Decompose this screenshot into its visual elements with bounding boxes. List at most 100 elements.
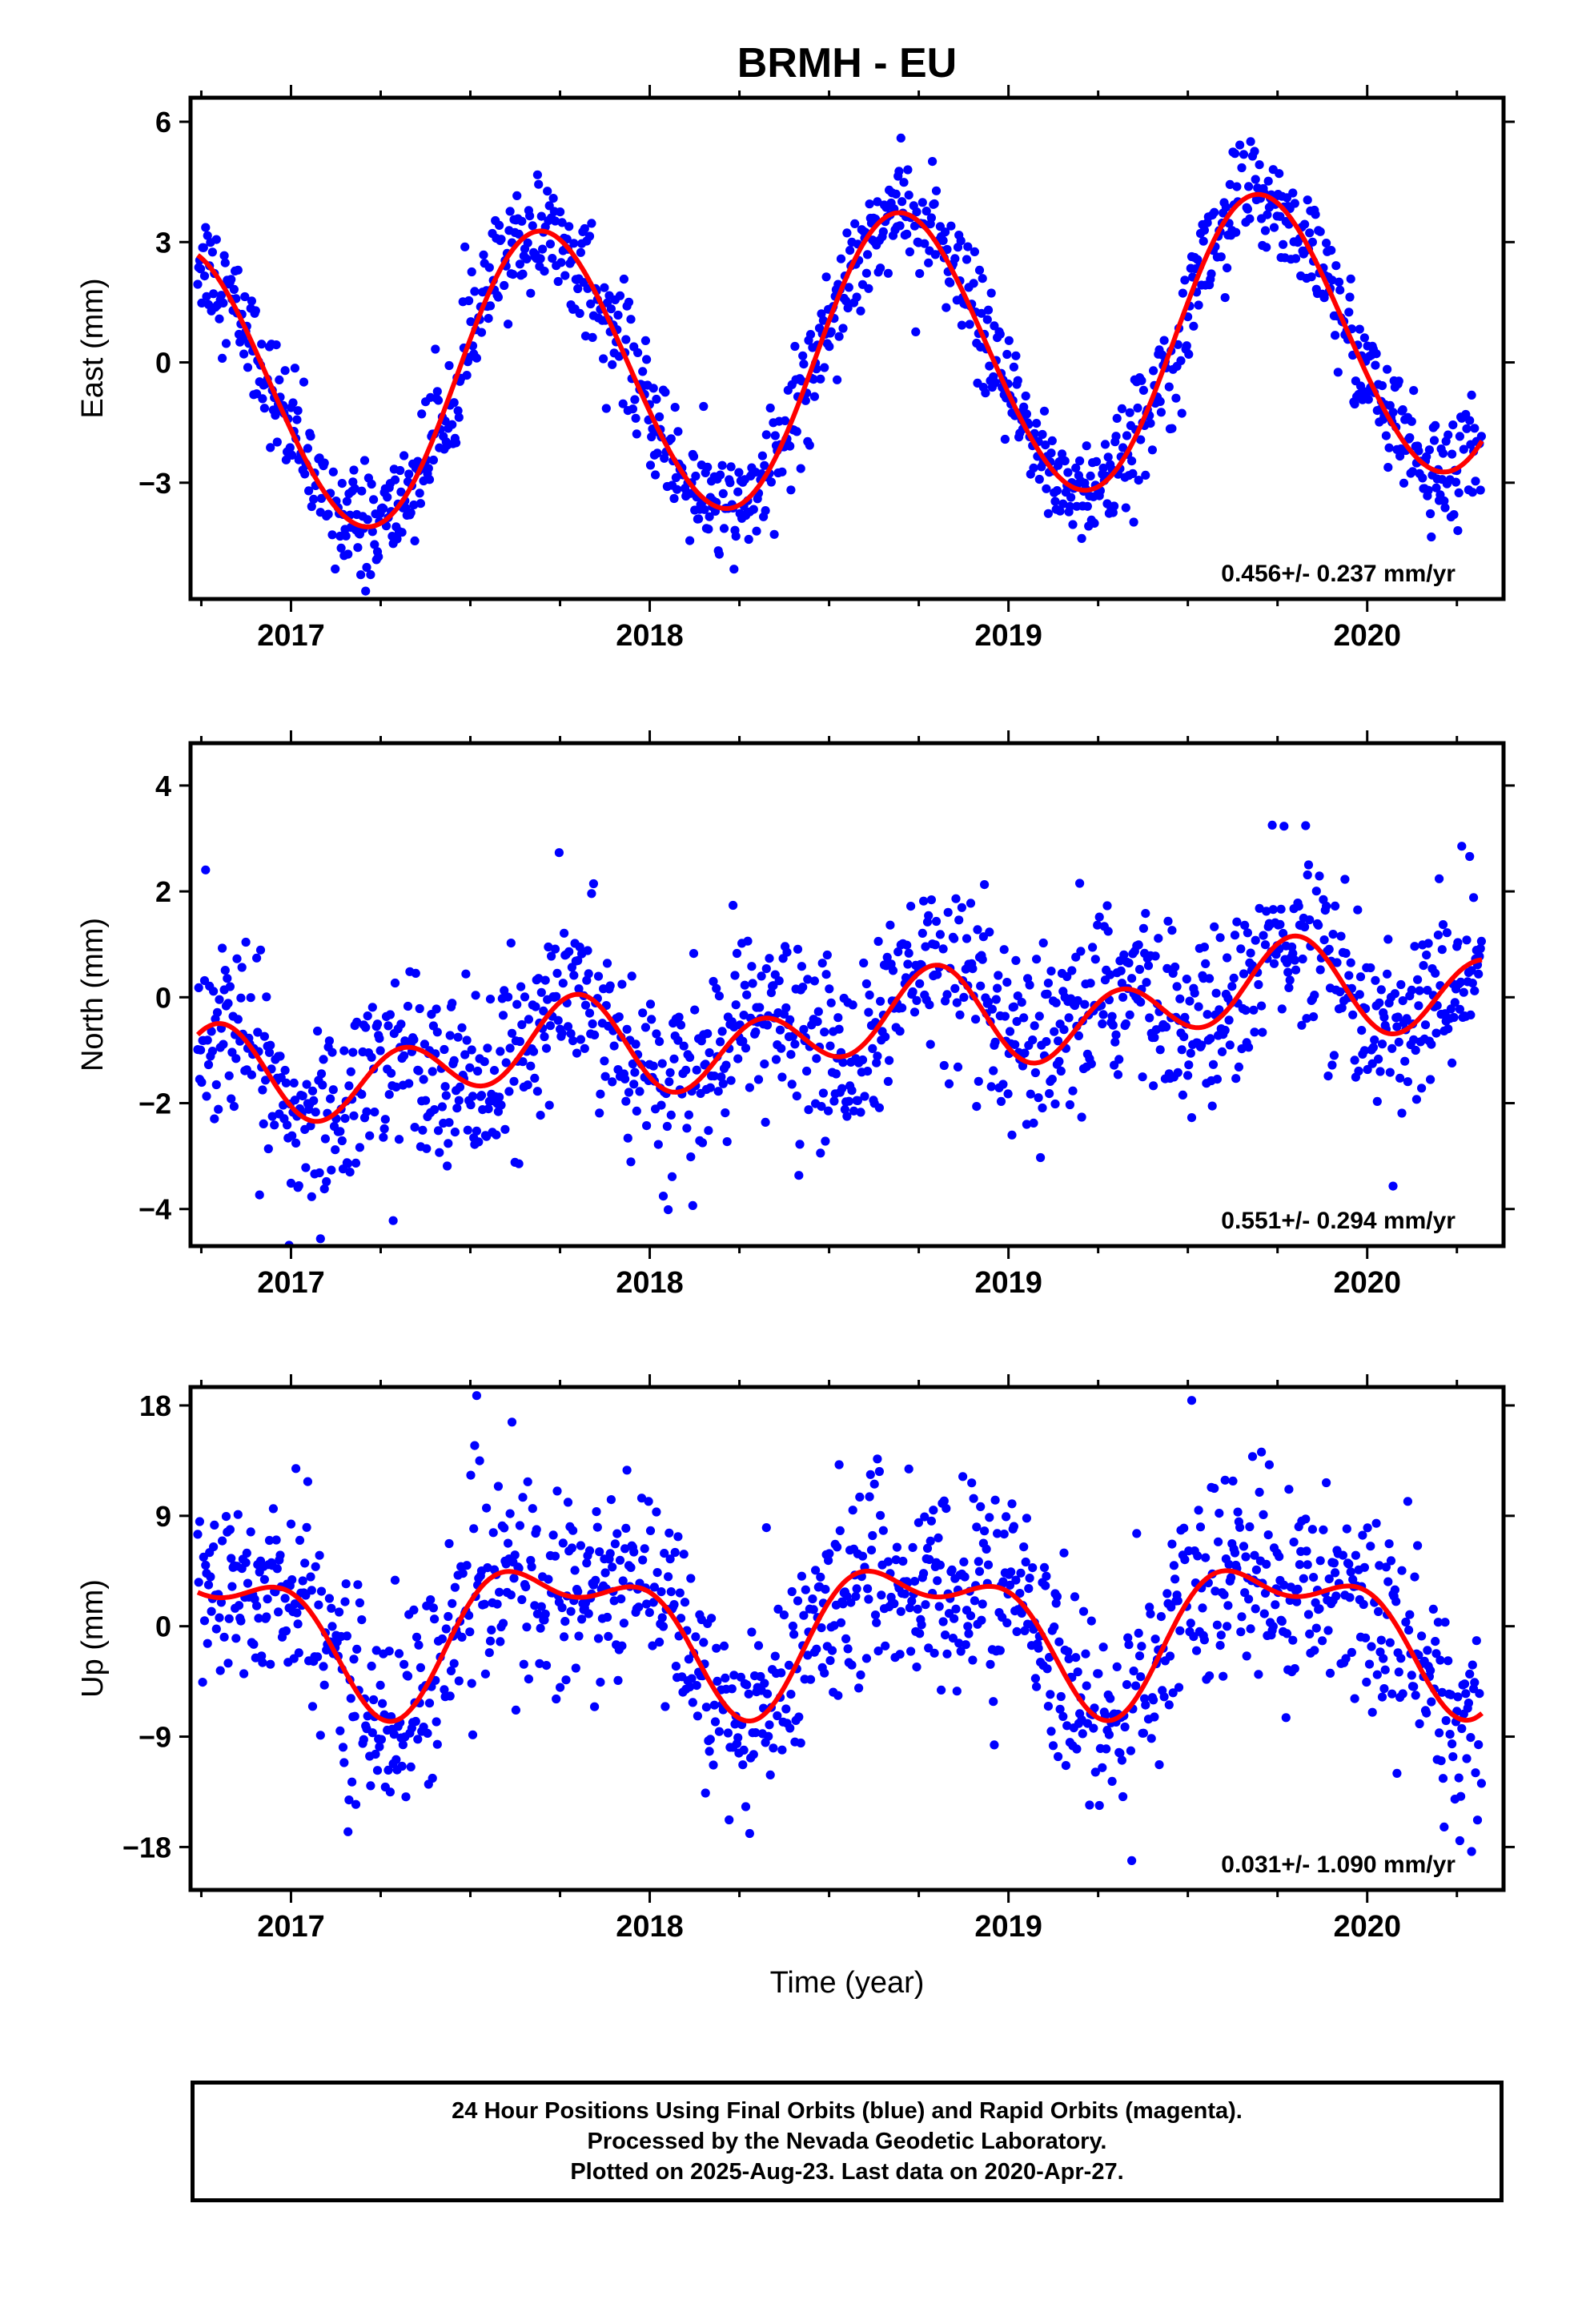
data-point (1427, 532, 1436, 542)
data-point (1052, 486, 1062, 496)
data-point (432, 387, 442, 396)
data-point (1134, 476, 1143, 485)
data-point (258, 394, 267, 404)
data-point (861, 268, 871, 278)
data-point (344, 1081, 354, 1091)
data-point (1056, 1691, 1066, 1702)
data-point (831, 1069, 841, 1079)
data-point (808, 1594, 817, 1604)
data-point (318, 1080, 327, 1090)
data-point (216, 1598, 226, 1607)
data-point (1364, 1659, 1375, 1669)
data-point (1435, 1655, 1445, 1665)
data-point (1168, 1688, 1178, 1698)
data-point (515, 1521, 525, 1530)
data-point (978, 274, 987, 283)
data-point (271, 340, 281, 350)
data-point (1104, 1730, 1114, 1739)
data-point (576, 1035, 586, 1044)
data-point (1043, 1702, 1053, 1711)
data-point (671, 1662, 681, 1671)
data-point (1047, 1075, 1057, 1084)
data-point (1239, 150, 1249, 159)
data-point (667, 1172, 677, 1181)
data-point (1021, 1557, 1030, 1567)
data-point (1426, 1666, 1435, 1675)
data-point (930, 199, 939, 209)
data-point (202, 292, 211, 301)
data-point (540, 1031, 549, 1042)
data-point (311, 1108, 320, 1117)
data-point (1043, 979, 1053, 988)
data-point (197, 298, 207, 308)
data-point (905, 247, 914, 257)
data-point (1268, 1622, 1278, 1631)
data-point (1074, 1031, 1083, 1040)
plot-frame (188, 95, 1506, 601)
data-point (963, 242, 973, 251)
data-point (1475, 1689, 1484, 1699)
data-point (432, 1027, 442, 1037)
data-point (881, 1032, 890, 1042)
data-point (1121, 503, 1130, 513)
data-point (751, 1728, 761, 1738)
data-point (250, 1594, 259, 1604)
data-point (1050, 497, 1060, 506)
data-point (519, 1659, 528, 1669)
data-point (1257, 1001, 1267, 1011)
data-point (777, 1043, 786, 1053)
data-point (1315, 227, 1325, 236)
data-point (351, 1158, 361, 1168)
data-point (362, 1107, 371, 1116)
data-point (1311, 210, 1320, 219)
data-point (201, 223, 211, 232)
data-point (289, 1078, 299, 1088)
data-point (1464, 1699, 1473, 1708)
data-point (275, 375, 284, 384)
data-point (1447, 1058, 1457, 1068)
data-point (1117, 1755, 1126, 1765)
data-point (1128, 468, 1138, 479)
data-point (699, 1638, 709, 1647)
data-point (1383, 1577, 1393, 1586)
data-point (510, 1550, 520, 1560)
data-point (1371, 349, 1381, 359)
data-point (1387, 1689, 1397, 1699)
data-point (850, 219, 860, 228)
data-point (1415, 1719, 1424, 1729)
data-point (241, 937, 251, 947)
data-point (219, 251, 229, 260)
data-point (1324, 944, 1334, 954)
data-point (528, 221, 537, 231)
fit-line (196, 1568, 1484, 1724)
data-point (1411, 1095, 1421, 1104)
data-point (1081, 1649, 1090, 1659)
data-point (534, 179, 544, 189)
data-point (638, 367, 648, 376)
data-point (400, 451, 409, 460)
data-point (1426, 1075, 1435, 1084)
data-point (280, 1065, 290, 1076)
data-point (197, 1077, 207, 1088)
data-point (1106, 970, 1115, 979)
data-point (225, 1525, 235, 1534)
data-point (339, 1758, 349, 1767)
data-point (985, 927, 994, 937)
data-point (1193, 255, 1203, 264)
data-point (1041, 1581, 1050, 1590)
data-point (1383, 969, 1392, 979)
data-point (804, 1105, 813, 1115)
data-point (1453, 1692, 1463, 1702)
data-point (286, 1519, 296, 1529)
data-point (1117, 979, 1126, 988)
data-point (939, 1060, 949, 1071)
data-point (955, 1010, 965, 1019)
data-point (857, 1055, 868, 1065)
data-point (958, 1472, 968, 1482)
data-point (820, 363, 829, 372)
data-point (630, 395, 640, 404)
data-point (676, 1020, 686, 1030)
data-point (498, 1618, 508, 1628)
data-point (1121, 1019, 1130, 1029)
data-point (873, 1454, 882, 1464)
